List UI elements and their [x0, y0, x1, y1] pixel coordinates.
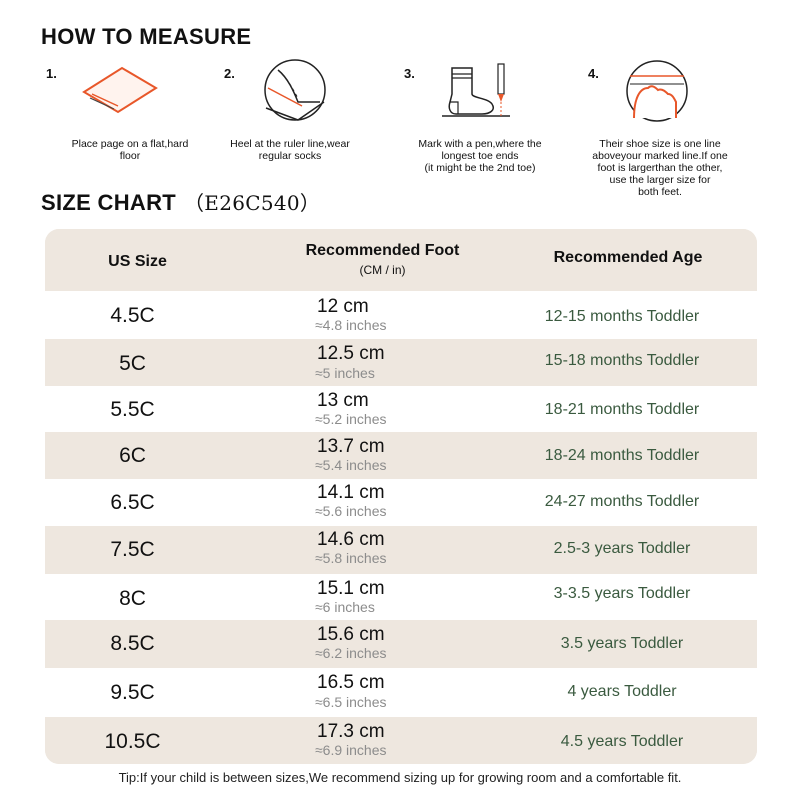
step-2-number: 2. [224, 66, 235, 81]
toe-measure-icon [626, 60, 688, 122]
header-recommended-foot: Recommended Foot (CM / in) [270, 242, 495, 277]
foot-inches-cell: ≈6 inches [315, 599, 375, 615]
header-recommended-age: Recommended Age [553, 249, 703, 266]
us-size-cell: 6.5C [110, 491, 155, 514]
header-us-size: US Size [108, 253, 167, 270]
foot-cm-cell: 12 cm [317, 296, 369, 317]
foot-cm-cell: 15.6 cm [317, 624, 385, 645]
foot-inches-cell: ≈4.8 inches [315, 317, 387, 333]
recommended-age-cell: 3-3.5 years Toddler [553, 585, 691, 602]
table-header: US Size Recommended Foot (CM / in) Recom… [45, 229, 757, 291]
heel-on-line-icon [264, 59, 326, 121]
foot-inches-cell: ≈6.2 inches [315, 645, 387, 661]
table-row: 6C 13.7 cm ≈5.4 inches 18-24 months Toddler [45, 432, 757, 479]
how-to-measure-title: HOW TO MEASURE [41, 24, 252, 49]
recommended-age-cell: 24-27 months Toddler [544, 493, 700, 510]
foot-inches-cell: ≈5 inches [315, 365, 375, 381]
step-4-number: 4. [588, 66, 599, 81]
foot-inches-cell: ≈5.8 inches [315, 550, 387, 566]
step-1-number: 1. [46, 66, 57, 81]
recommended-age-cell: 4.5 years Toddler [560, 733, 684, 750]
step-2-text: Heel at the ruler line,wear regular sock… [230, 138, 350, 162]
header-foot-label: Recommended Foot [305, 242, 460, 259]
recommended-age-cell: 4 years Toddler [567, 683, 677, 700]
recommended-age-cell: 12-15 months Toddler [544, 308, 700, 325]
paper-on-floor-icon [82, 66, 158, 114]
us-size-cell: 5C [119, 352, 146, 375]
us-size-cell: 4.5C [110, 304, 155, 327]
recommended-age-cell: 15-18 months Toddler [544, 352, 700, 369]
step-3-number: 3. [404, 66, 415, 81]
foot-cm-cell: 13 cm [317, 390, 369, 411]
recommended-age-cell: 2.5-3 years Toddler [553, 540, 691, 557]
foot-inches-cell: ≈5.2 inches [315, 411, 387, 427]
table-row: 10.5C 17.3 cm ≈6.9 inches 4.5 years Toddler [45, 717, 757, 764]
table-row: 8C 15.1 cm ≈6 inches 3-3.5 years Toddler [45, 574, 757, 620]
foot-cm-cell: 12.5 cm [317, 343, 385, 364]
table-row: 7.5C 14.6 cm ≈5.8 inches 2.5-3 years Toddle… [45, 526, 757, 574]
us-size-cell: 6C [119, 444, 146, 467]
step-4-text: Their shoe size is one line aboveyour ma… [592, 138, 728, 198]
foot-cm-cell: 13.7 cm [317, 436, 385, 457]
table-row: 6.5C 14.1 cm ≈5.6 inches 24-27 months Toddl… [45, 479, 757, 526]
step-3-text: Mark with a pen,where the longest toe en… [418, 138, 542, 174]
foot-inches-cell: ≈6.9 inches [315, 742, 387, 758]
recommended-age-cell: 3.5 years Toddler [560, 635, 684, 652]
table-row: 9.5C 16.5 cm ≈6.5 inches 4 years Toddler [45, 668, 757, 717]
us-size-cell: 7.5C [110, 538, 155, 561]
us-size-cell: 5.5C [110, 398, 155, 421]
size-chart-code: （E26C540） [184, 191, 321, 215]
foot-cm-cell: 17.3 cm [317, 721, 385, 742]
foot-cm-cell: 14.6 cm [317, 529, 385, 550]
foot-inches-cell: ≈5.4 inches [315, 457, 387, 473]
table-row: 8.5C 15.6 cm ≈6.2 inches 3.5 years Toddler [45, 620, 757, 668]
size-chart-table: US Size Recommended Foot (CM / in) Recom… [45, 229, 757, 764]
foot-inches-cell: ≈6.5 inches [315, 694, 387, 710]
foot-cm-cell: 16.5 cm [317, 672, 385, 693]
size-chart-title: SIZE CHART [41, 190, 176, 215]
table-row: 5.5C 13 cm ≈5.2 inches 18-21 months Toddler [45, 386, 757, 432]
step-1-text: Place page on a flat,hard floor [71, 138, 189, 162]
table-row: 5C 12.5 cm ≈5 inches 15-18 months Toddler [45, 339, 757, 386]
size-chart-heading: SIZE CHART （E26C540） [41, 187, 320, 216]
recommended-age-cell: 18-24 months Toddler [544, 447, 700, 464]
sizing-tip: Tip:If your child is between sizes,We re… [118, 770, 682, 785]
us-size-cell: 9.5C [110, 681, 155, 704]
foot-cm-cell: 14.1 cm [317, 482, 385, 503]
us-size-cell: 8.5C [110, 632, 155, 655]
foot-cm-cell: 15.1 cm [317, 578, 385, 599]
sock-and-pen-icon [442, 63, 510, 117]
header-foot-units: (CM / in) [359, 263, 406, 277]
us-size-cell: 10.5C [104, 730, 161, 753]
table-row: 4.5C 12 cm ≈4.8 inches 12-15 months Toddler [45, 291, 757, 339]
foot-inches-cell: ≈5.6 inches [315, 503, 387, 519]
recommended-age-cell: 18-21 months Toddler [544, 401, 700, 418]
us-size-cell: 8C [119, 587, 146, 610]
